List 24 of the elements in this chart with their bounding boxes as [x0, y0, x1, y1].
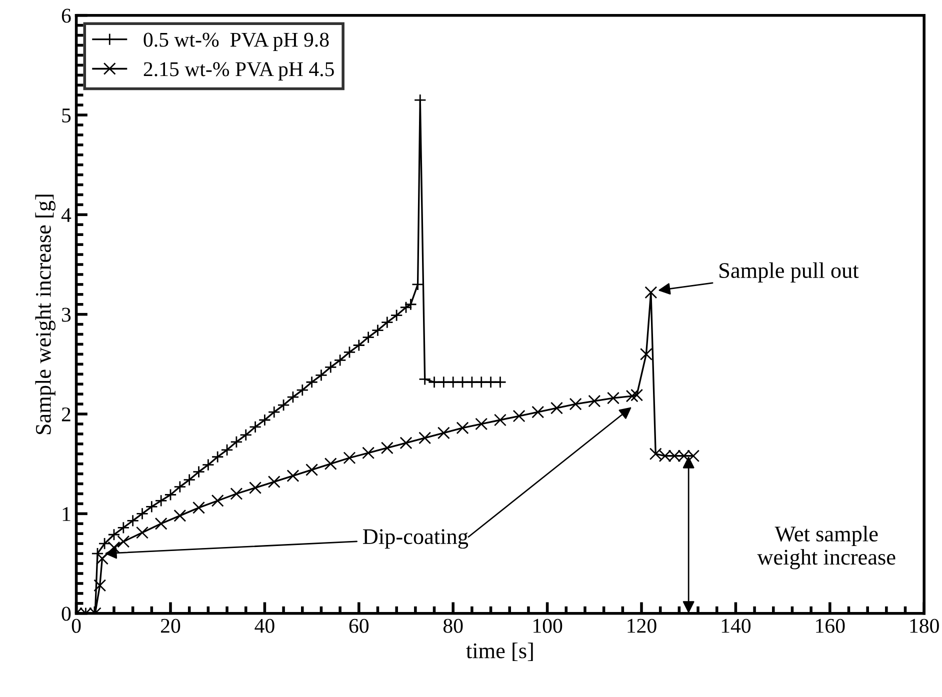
x-tick-label: 140	[722, 618, 751, 633]
annotation: Wet sample weight increase	[757, 526, 896, 570]
y-tick-label: 1	[62, 507, 70, 521]
x-tick-label: 180	[910, 618, 939, 633]
y-tick-label: 4	[61, 208, 72, 222]
x-axis-title: time [s]	[466, 642, 533, 662]
x-tick-label: 20	[161, 618, 180, 633]
x-tick-label: 60	[349, 618, 369, 633]
x-tick-label: 120	[628, 618, 656, 633]
x-tick-label: 40	[254, 618, 274, 633]
x-tick-label: 80	[443, 618, 463, 633]
y-axis-title: Sample weight increase [g]	[35, 194, 56, 434]
x-tick-label: 0	[72, 618, 81, 633]
y-tick-label: 2	[62, 407, 70, 422]
y-tick-label: 3	[62, 308, 71, 322]
x-tick-label: 100	[534, 618, 562, 633]
annotation: Dip-coating	[362, 529, 468, 549]
legend-label: 0.5 wt-% PVA pH 9.8	[144, 32, 329, 52]
legend-label: 2.15 wt-% PVA pH 4.5	[144, 62, 334, 80]
annotation: Sample pull out	[720, 262, 859, 283]
y-tick-label: 0	[62, 606, 71, 621]
y-tick-label: 6	[62, 8, 71, 23]
x-tick-label: 160	[816, 618, 845, 633]
y-tick-label: 5	[62, 108, 71, 122]
